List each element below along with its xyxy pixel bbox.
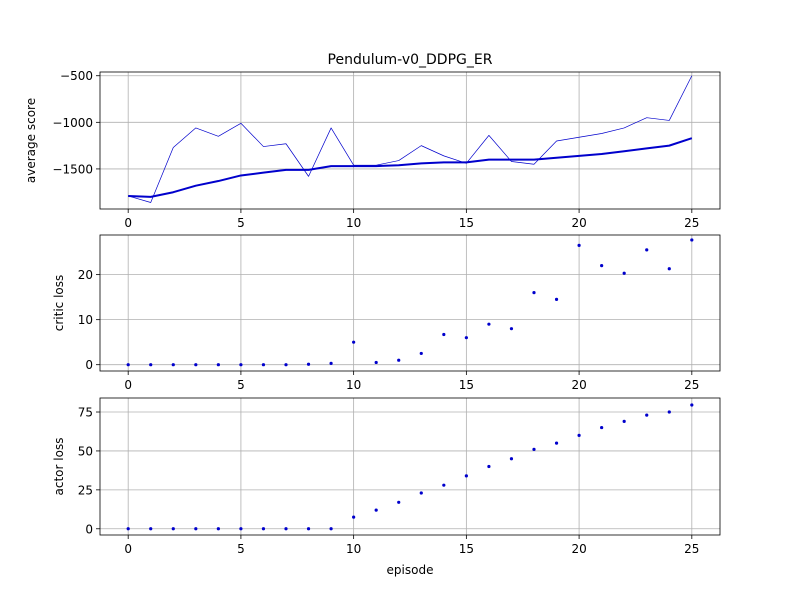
data-point bbox=[690, 238, 694, 242]
y-tick-label: 50 bbox=[78, 444, 93, 458]
data-point bbox=[126, 527, 130, 531]
data-point bbox=[600, 425, 604, 430]
data-point bbox=[374, 508, 378, 512]
data-point bbox=[284, 363, 288, 367]
data-point bbox=[419, 491, 423, 495]
y-axis-label: actor loss bbox=[52, 438, 66, 496]
y-tick-label: 0 bbox=[85, 358, 93, 372]
x-tick-label: 20 bbox=[571, 542, 586, 556]
data-point bbox=[149, 527, 153, 531]
data-point bbox=[554, 297, 559, 301]
raw-score-line bbox=[128, 75, 693, 203]
data-point bbox=[171, 363, 175, 367]
x-axis-label: episode bbox=[387, 563, 434, 577]
y-axis-label: average score bbox=[24, 98, 38, 183]
data-point bbox=[284, 527, 288, 531]
x-tick-label: 25 bbox=[684, 378, 699, 392]
data-point bbox=[532, 447, 536, 451]
x-tick-label: 15 bbox=[459, 216, 474, 230]
data-point bbox=[667, 267, 671, 271]
data-point bbox=[171, 527, 175, 531]
data-point bbox=[464, 474, 468, 478]
data-point bbox=[464, 336, 468, 340]
x-tick-label: 5 bbox=[237, 542, 245, 556]
data-point bbox=[600, 264, 604, 268]
data-point bbox=[577, 243, 581, 247]
data-point bbox=[487, 322, 491, 326]
x-tick-label: 5 bbox=[237, 216, 245, 230]
data-point bbox=[487, 464, 491, 469]
critic-loss-panel: 0 5 10 15 20 25 0 10 20 critic loss bbox=[52, 234, 721, 392]
data-point bbox=[374, 360, 378, 365]
data-point bbox=[239, 527, 243, 531]
x-tick-label: 20 bbox=[571, 378, 586, 392]
average-score-line bbox=[128, 137, 693, 198]
x-tick-label: 5 bbox=[237, 378, 245, 392]
y-tick-label: 20 bbox=[78, 268, 93, 282]
chart-title: Pendulum-v0_DDPG_ER bbox=[328, 52, 493, 68]
x-tick-label: 0 bbox=[124, 542, 132, 556]
x-tick-label: 0 bbox=[124, 378, 132, 392]
data-point bbox=[554, 441, 559, 445]
data-point bbox=[329, 361, 333, 365]
y-tick-label: 10 bbox=[78, 313, 93, 327]
data-point bbox=[397, 358, 401, 362]
y-tick-label: 75 bbox=[78, 406, 93, 420]
data-point bbox=[239, 363, 243, 367]
x-tick-label: 20 bbox=[571, 216, 586, 230]
plot-frame bbox=[99, 234, 721, 372]
actor-loss-panel: 0 5 10 15 20 25 0 25 50 75 actor loss bbox=[52, 397, 721, 556]
data-point bbox=[216, 363, 220, 367]
data-point bbox=[667, 410, 671, 414]
x-tick-label: 10 bbox=[346, 542, 361, 556]
y-axis-label: critic loss bbox=[52, 275, 66, 332]
x-tick-label: 15 bbox=[459, 378, 474, 392]
data-point bbox=[306, 362, 311, 366]
data-point bbox=[397, 500, 401, 504]
y-tick-label: 0 bbox=[85, 522, 93, 536]
data-point bbox=[216, 527, 220, 531]
average-score-panel: 0 5 10 15 20 25 −1500 −1000 −500 average score bbox=[24, 69, 721, 230]
data-point bbox=[352, 340, 356, 344]
y-tick-label: −500 bbox=[60, 69, 93, 83]
x-tick-label: 10 bbox=[346, 378, 361, 392]
data-point bbox=[622, 419, 626, 423]
data-point bbox=[149, 363, 153, 367]
data-point bbox=[352, 515, 356, 519]
x-tick-label: 25 bbox=[684, 542, 699, 556]
data-point bbox=[509, 327, 514, 331]
data-point bbox=[261, 527, 266, 531]
data-point bbox=[532, 291, 536, 295]
data-point bbox=[126, 363, 130, 367]
data-point bbox=[509, 457, 514, 461]
data-point bbox=[645, 413, 649, 417]
plot-frame bbox=[99, 397, 721, 536]
y-tick-label: −1000 bbox=[52, 116, 93, 130]
plot-frame bbox=[99, 71, 721, 210]
data-point bbox=[306, 527, 311, 531]
data-point bbox=[194, 363, 198, 367]
data-point bbox=[442, 332, 446, 337]
data-point bbox=[577, 433, 581, 437]
x-tick-label: 10 bbox=[346, 216, 361, 230]
x-tick-label: 25 bbox=[684, 216, 699, 230]
x-tick-label: 0 bbox=[124, 216, 132, 230]
y-tick-label: −1500 bbox=[52, 162, 93, 176]
y-tick-label: 25 bbox=[78, 483, 93, 497]
data-point bbox=[329, 527, 333, 531]
data-point bbox=[645, 248, 649, 252]
data-point bbox=[690, 403, 694, 407]
data-point bbox=[442, 483, 446, 487]
data-point bbox=[419, 351, 423, 356]
data-point bbox=[622, 271, 626, 275]
x-tick-label: 15 bbox=[459, 542, 474, 556]
data-point bbox=[194, 527, 198, 531]
data-point bbox=[261, 363, 266, 367]
